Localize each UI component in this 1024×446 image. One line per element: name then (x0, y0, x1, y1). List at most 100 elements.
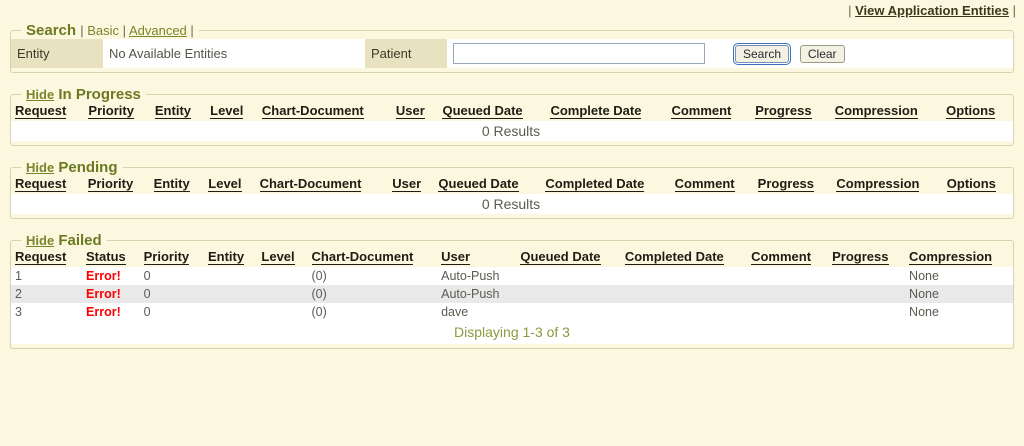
pending-col-compression[interactable]: Compression (832, 176, 943, 194)
cell-chart-document: (0) (307, 303, 438, 321)
search-sep-2: | (122, 23, 127, 38)
failed-col-compression[interactable]: Compression (905, 249, 1013, 267)
cell-comment (747, 303, 829, 321)
in-progress-table: Request Priority Entity Level Chart-Document… (11, 103, 1013, 141)
failed-col-queued-date[interactable]: Queued Date (516, 249, 621, 267)
pending-header-row: Request Priority Entity Level Chart-Document… (11, 176, 1013, 194)
cell-entity (203, 303, 258, 321)
failed-col-progress[interactable]: Progress (828, 249, 906, 267)
pending-col-level[interactable]: Level (204, 176, 256, 194)
column-header-label: Progress (757, 176, 815, 192)
failed-header-row: Request Status Priority Entity Level Chart-Do… (11, 249, 1013, 267)
in-progress-panel: Hide In Progress Request Priority Entity Le… (10, 86, 1014, 146)
table-row[interactable]: 3 Error! 0 (0) dave None (11, 303, 1013, 321)
search-panel-legend: Search | Basic | Advanced | (21, 22, 199, 39)
search-mode-advanced-link[interactable]: Advanced (128, 23, 187, 38)
topbar-separator-right: | (1012, 3, 1016, 18)
cell-comment (747, 266, 829, 285)
table-row[interactable]: 2 Error! 0 (0) Auto-Push None (11, 285, 1013, 303)
empty-results-message: 0 Results (11, 120, 1013, 141)
failed-col-request[interactable]: Request (11, 249, 83, 267)
in-progress-col-comment[interactable]: Comment (667, 103, 752, 121)
column-header-label: Compression (836, 176, 920, 192)
hide-pending-link[interactable]: Hide (26, 160, 55, 175)
cell-completed-date (620, 285, 748, 303)
pending-col-entity[interactable]: Entity (149, 176, 205, 194)
column-header-label: Compression (909, 249, 993, 265)
search-button[interactable]: Search (732, 42, 792, 65)
patient-search-input[interactable] (453, 43, 705, 64)
column-header-label: Request (15, 249, 67, 265)
pending-col-queued-date[interactable]: Queued Date (434, 176, 542, 194)
hide-in-progress-link[interactable]: Hide (26, 87, 55, 102)
column-header-label: Entity (153, 176, 190, 192)
search-sep-1: | (80, 23, 84, 38)
cell-status: Error! (82, 285, 140, 303)
column-header-label: Comment (674, 176, 735, 192)
pending-col-request[interactable]: Request (11, 176, 84, 194)
cell-chart-document: (0) (307, 266, 438, 285)
pending-legend: Hide Pending (21, 159, 123, 176)
failed-col-user[interactable]: User (437, 249, 517, 267)
pending-col-chart-document[interactable]: Chart-Document (255, 176, 389, 194)
clear-button[interactable]: Clear (799, 44, 845, 63)
column-header-label: Completed Date (545, 176, 645, 192)
column-header-label: Comment (751, 249, 812, 265)
search-title: Search (26, 22, 77, 39)
cell-priority: 0 (139, 285, 204, 303)
in-progress-col-level[interactable]: Level (206, 103, 258, 121)
hide-failed-link[interactable]: Hide (26, 233, 55, 248)
failed-col-level[interactable]: Level (257, 249, 308, 267)
cell-progress (828, 266, 906, 285)
pending-col-comment[interactable]: Comment (670, 176, 754, 194)
pending-col-completed-date[interactable]: Completed Date (541, 176, 671, 194)
empty-results-row: 0 Results (11, 120, 1013, 141)
in-progress-col-chart-document[interactable]: Chart-Document (257, 103, 392, 121)
in-progress-col-complete-date[interactable]: Complete Date (546, 103, 668, 121)
in-progress-col-queued-date[interactable]: Queued Date (438, 103, 547, 121)
search-form-spacer (871, 39, 1013, 68)
cell-priority: 0 (139, 303, 204, 321)
in-progress-col-user[interactable]: User (391, 103, 439, 121)
entity-value: No Available Entities (103, 39, 365, 68)
failed-col-completed-date[interactable]: Completed Date (620, 249, 748, 267)
cell-queued-date (516, 266, 621, 285)
pending-col-user[interactable]: User (388, 176, 435, 194)
failed-col-status[interactable]: Status (82, 249, 140, 267)
in-progress-col-entity[interactable]: Entity (150, 103, 207, 121)
in-progress-col-options[interactable]: Options (942, 103, 1013, 121)
in-progress-col-priority[interactable]: Priority (84, 103, 151, 121)
column-header-label: Level (208, 176, 242, 192)
pending-col-priority[interactable]: Priority (83, 176, 150, 194)
entity-label: Entity (11, 39, 103, 68)
failed-col-entity[interactable]: Entity (203, 249, 258, 267)
in-progress-col-progress[interactable]: Progress (751, 103, 831, 121)
failed-title: Failed (58, 232, 102, 249)
pending-col-progress[interactable]: Progress (753, 176, 833, 194)
pending-col-options[interactable]: Options (942, 176, 1013, 194)
failed-col-priority[interactable]: Priority (139, 249, 204, 267)
view-application-entities-link[interactable]: View Application Entities (855, 3, 1009, 18)
table-row[interactable]: 1 Error! 0 (0) Auto-Push None (11, 266, 1013, 285)
in-progress-col-request[interactable]: Request (11, 103, 85, 121)
column-header-label: Status (86, 249, 126, 265)
cell-status: Error! (82, 303, 140, 321)
in-progress-col-compression[interactable]: Compression (830, 103, 943, 121)
cell-priority: 0 (139, 266, 204, 285)
column-header-label: Compression (834, 103, 918, 119)
cell-user: dave (437, 303, 517, 321)
column-header-label: User (441, 249, 471, 265)
topbar-separator-left: | (848, 3, 852, 18)
failed-panel: Hide Failed Request Status Priority Entity L… (10, 232, 1014, 349)
failed-col-chart-document[interactable]: Chart-Document (307, 249, 438, 267)
cell-compression: None (905, 266, 1013, 285)
column-header-label: Entity (207, 249, 245, 265)
column-header-label: Chart-Document (261, 103, 364, 119)
search-form-table: Entity No Available Entities Patient Sea… (11, 39, 1013, 68)
failed-col-comment[interactable]: Comment (747, 249, 829, 267)
column-header-label: Queued Date (520, 249, 601, 265)
search-mode-basic-link[interactable]: Basic (87, 23, 120, 38)
pending-table: Request Priority Entity Level Chart-Document… (11, 176, 1013, 214)
column-header-label: User (392, 176, 422, 192)
cell-status: Error! (82, 266, 140, 285)
